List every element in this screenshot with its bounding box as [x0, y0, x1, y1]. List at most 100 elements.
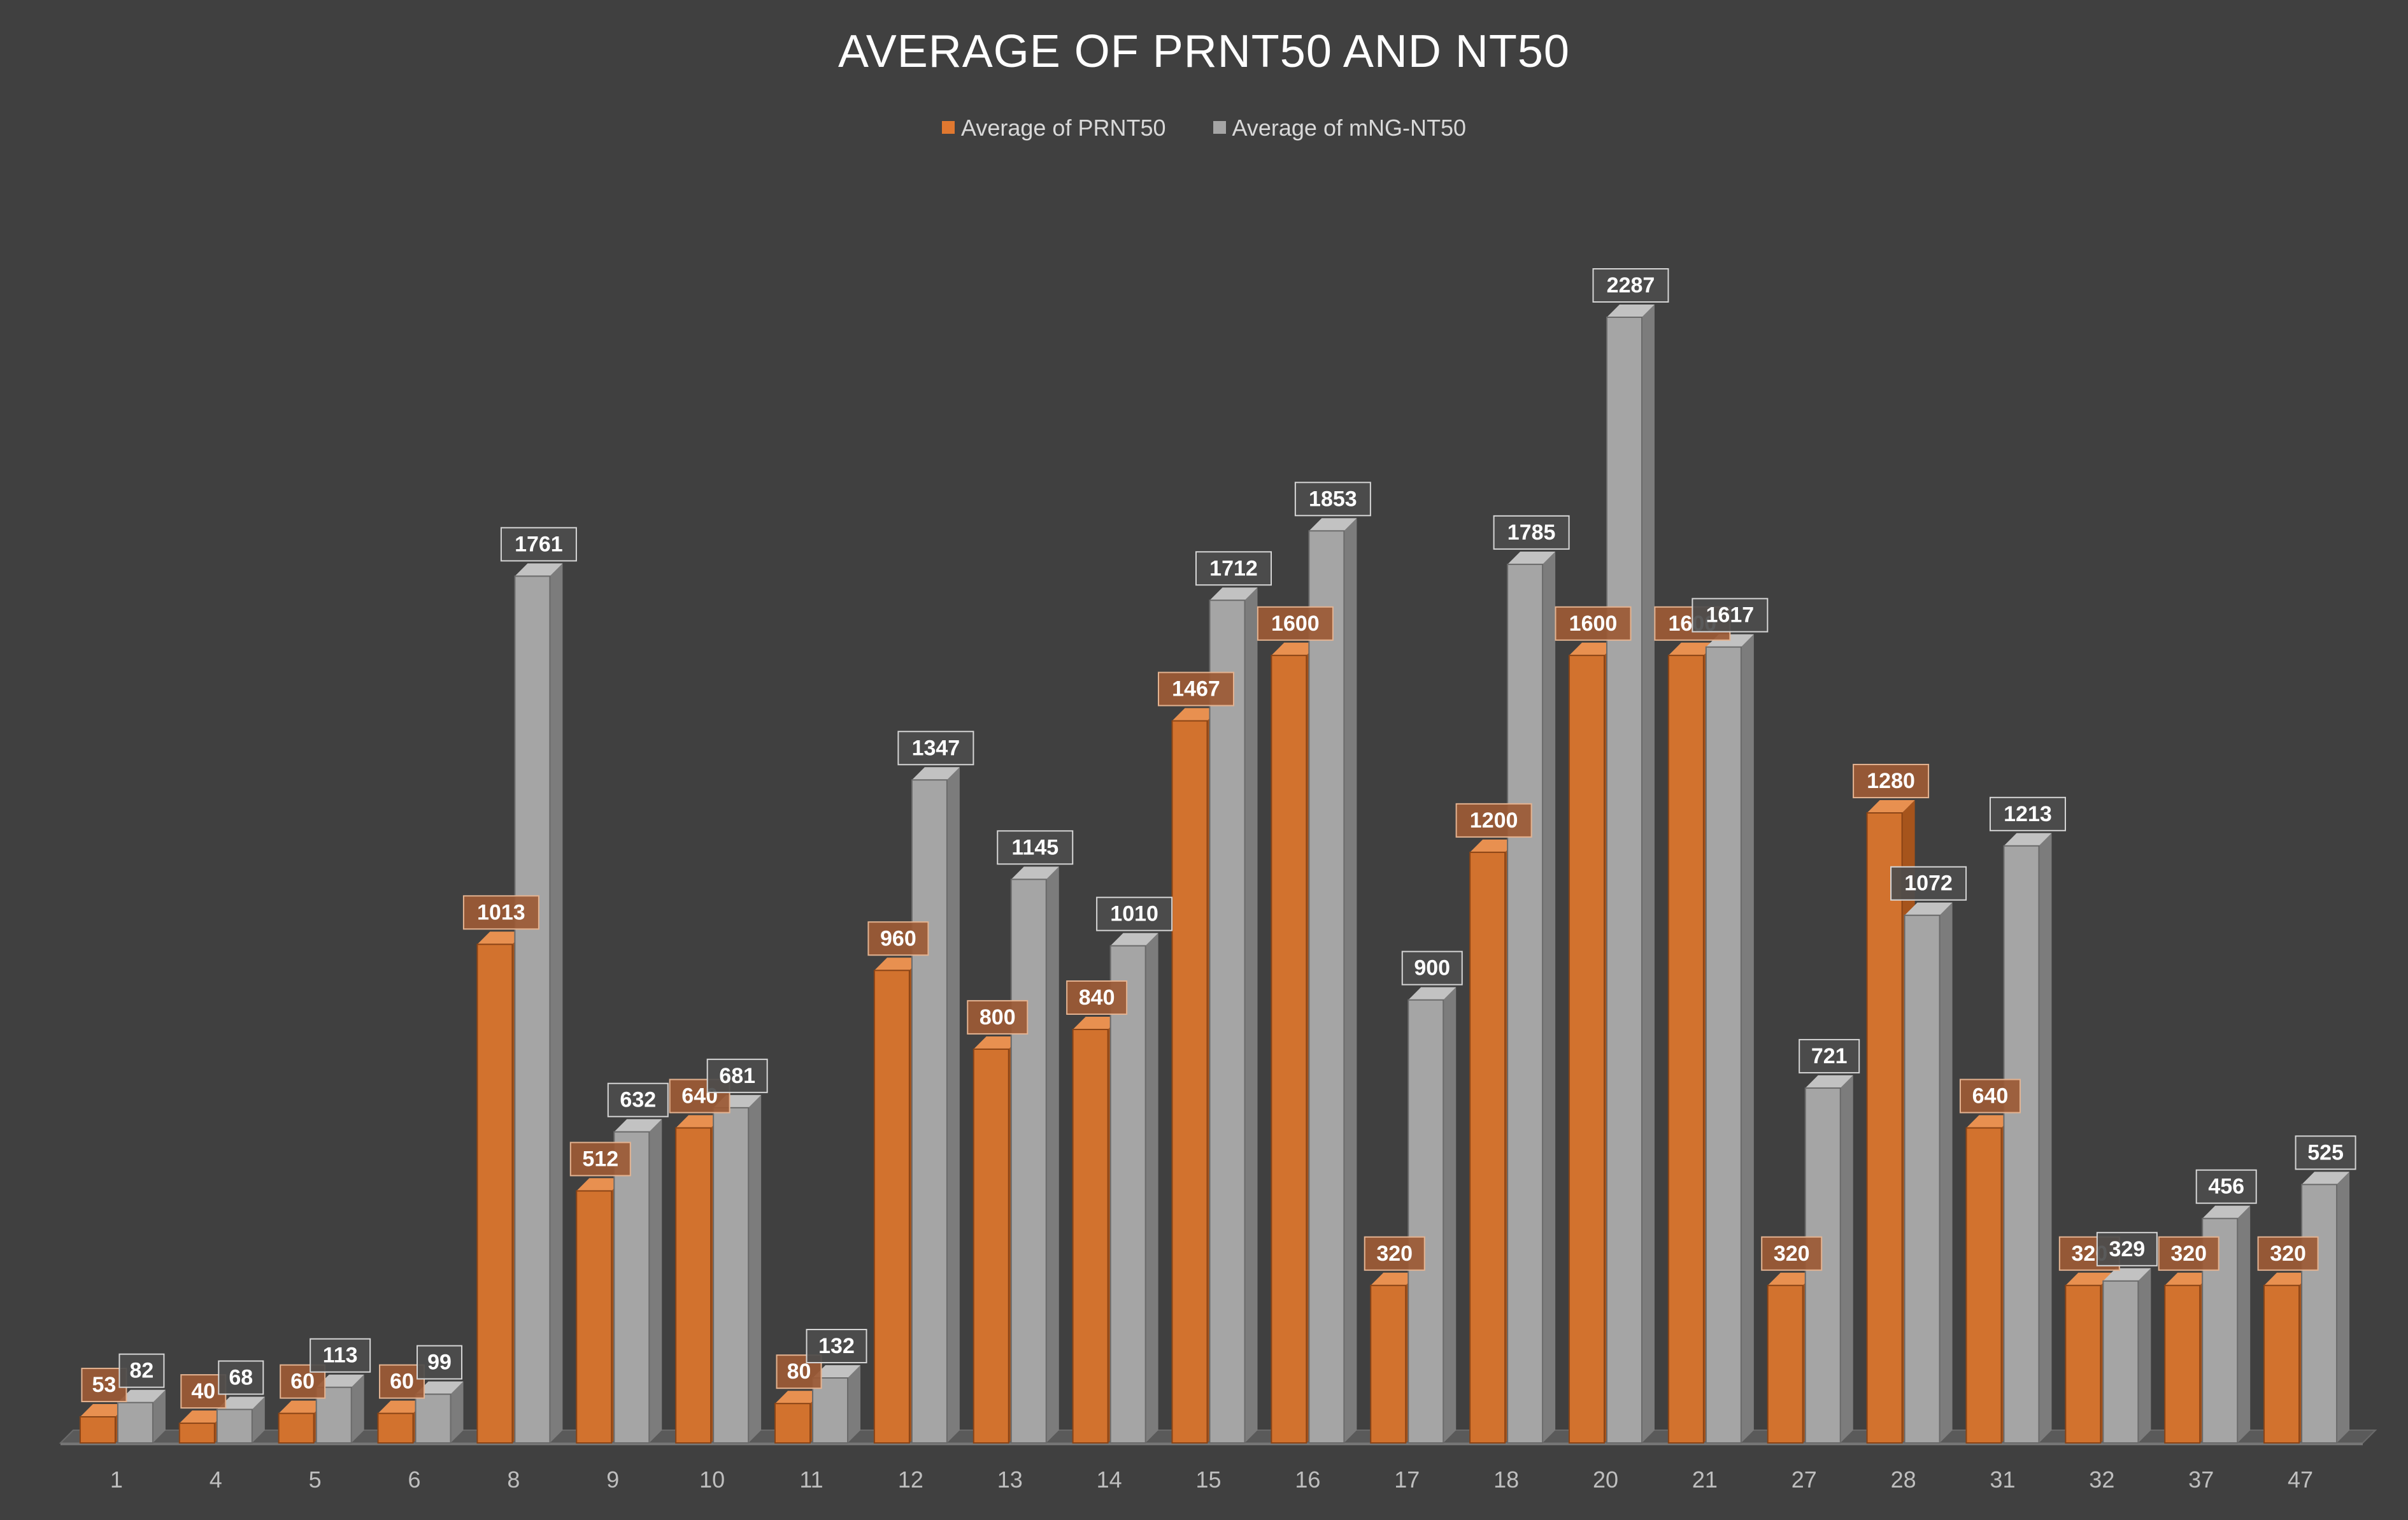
bar-mng-nt50: [911, 767, 960, 1444]
bar-prnt50: [972, 1036, 1022, 1444]
x-tick-label: 1: [110, 1466, 123, 1493]
data-label-prnt50: 1200: [1455, 803, 1532, 838]
x-tick-label: 11: [799, 1466, 823, 1493]
data-label-prnt50: 320: [1364, 1236, 1425, 1271]
x-tick-label: 21: [1692, 1466, 1718, 1493]
svg-text:1467: 1467: [1172, 677, 1220, 701]
svg-text:1200: 1200: [1470, 808, 1518, 833]
legend-label-prnt50: Average of PRNT50: [960, 115, 1166, 141]
x-tick-label: 9: [606, 1466, 619, 1493]
x-tick-label: 12: [898, 1466, 923, 1493]
svg-text:40: 40: [191, 1379, 215, 1403]
data-label-mng-nt50: 1010: [1096, 896, 1173, 931]
legend-swatch-mng-nt50: [1213, 121, 1226, 134]
data-label-mng-nt50: 456: [2195, 1169, 2257, 1204]
svg-text:320: 320: [2170, 1242, 2207, 1266]
bar-mng-nt50: [2202, 1205, 2251, 1444]
svg-text:525: 525: [2307, 1140, 2344, 1165]
data-label-prnt50: 640: [1959, 1079, 2021, 1114]
data-label-mng-nt50: 68: [218, 1360, 264, 1395]
data-label-mng-nt50: 900: [1401, 950, 1463, 986]
x-tick-label: 10: [699, 1466, 725, 1493]
chart-title: AVERAGE OF PRNT50 AND NT50: [838, 26, 1570, 77]
x-tick-label: 47: [2288, 1466, 2313, 1493]
data-label-mng-nt50: 2287: [1592, 268, 1669, 303]
data-label-prnt50: 960: [867, 921, 929, 956]
data-label-prnt50: 320: [1761, 1236, 1823, 1271]
bar-mng-nt50: [117, 1389, 166, 1444]
svg-text:60: 60: [390, 1370, 414, 1394]
bar-mng-nt50: [514, 563, 563, 1444]
bar-mng-nt50: [1407, 987, 1457, 1444]
legend-label-mng-nt50: Average of mNG-NT50: [1232, 115, 1466, 141]
data-label-mng-nt50: 1145: [997, 830, 1074, 865]
svg-text:840: 840: [1079, 986, 1115, 1010]
svg-text:132: 132: [818, 1334, 855, 1358]
data-label-prnt50: 320: [2158, 1236, 2219, 1271]
bar-mng-nt50: [1904, 902, 1953, 1444]
data-label-mng-nt50: 632: [607, 1082, 669, 1117]
bar-mng-nt50: [2301, 1172, 2350, 1444]
bar-mng-nt50: [2102, 1268, 2151, 1444]
data-label-prnt50: 512: [569, 1142, 631, 1177]
x-tick-label: 8: [507, 1466, 520, 1493]
data-label-prnt50: 320: [2257, 1236, 2319, 1271]
data-label-prnt50: 1467: [1158, 671, 1234, 706]
data-label-prnt50: 1013: [462, 895, 539, 930]
data-label-mng-nt50: 721: [1799, 1038, 1860, 1073]
x-tick-label: 28: [1891, 1466, 1916, 1493]
data-label-mng-nt50: 82: [118, 1353, 165, 1388]
data-label-mng-nt50: 99: [417, 1345, 463, 1380]
data-label-mng-nt50: 1347: [897, 731, 974, 766]
data-label-mng-nt50: 1617: [1692, 598, 1769, 633]
svg-text:80: 80: [787, 1359, 811, 1384]
svg-text:1853: 1853: [1309, 487, 1357, 511]
svg-text:1010: 1010: [1110, 902, 1158, 926]
data-labels-layer: 53 82 40 68 60 113 60 99 1013 1761 512 632 640 681 80 1…: [81, 268, 2356, 1409]
x-tick-label: 5: [309, 1466, 322, 1493]
data-label-mng-nt50: 1853: [1294, 482, 1371, 517]
svg-text:1145: 1145: [1011, 835, 1058, 859]
svg-text:632: 632: [620, 1088, 656, 1112]
svg-text:900: 900: [1414, 956, 1450, 980]
svg-text:53: 53: [92, 1373, 117, 1397]
data-label-prnt50: 1280: [1853, 764, 1930, 799]
svg-text:1013: 1013: [477, 900, 525, 924]
x-tick-label: 14: [1097, 1466, 1122, 1493]
svg-text:1600: 1600: [1569, 612, 1618, 636]
svg-text:60: 60: [290, 1370, 315, 1394]
svg-text:113: 113: [323, 1344, 358, 1368]
bar-mng-nt50: [1705, 634, 1754, 1444]
bar-mng-nt50: [713, 1094, 762, 1444]
x-tick-label: 37: [2188, 1466, 2214, 1493]
x-tick-label: 16: [1295, 1466, 1320, 1493]
svg-text:320: 320: [1376, 1242, 1413, 1266]
svg-text:960: 960: [880, 926, 916, 950]
data-label-mng-nt50: 1761: [500, 527, 577, 562]
svg-text:68: 68: [229, 1365, 253, 1389]
svg-text:1712: 1712: [1209, 556, 1258, 580]
data-label-mng-nt50: 1785: [1493, 515, 1570, 550]
bar-mng-nt50: [2003, 833, 2052, 1444]
bar-mng-nt50: [1010, 866, 1059, 1444]
data-label-prnt50: 840: [1066, 980, 1128, 1015]
x-tick-label: 18: [1493, 1466, 1519, 1493]
legend: Average of PRNT50 Average of mNG-NT50: [0, 115, 2408, 141]
bar-mng-nt50: [1109, 933, 1158, 1444]
data-label-mng-nt50: 1072: [1890, 866, 1967, 901]
x-tick-label: 15: [1195, 1466, 1221, 1493]
data-label-prnt50: 800: [967, 1000, 1029, 1035]
bar-mng-nt50: [216, 1396, 265, 1444]
bar-mng-nt50: [1606, 305, 1655, 1444]
data-label-mng-nt50: 1712: [1195, 551, 1272, 586]
bar-mng-nt50: [613, 1119, 662, 1444]
svg-text:1347: 1347: [912, 736, 960, 760]
bar-mng-nt50: [415, 1381, 464, 1444]
x-tick-label: 20: [1593, 1466, 1618, 1493]
data-label-mng-nt50: 1213: [1989, 796, 2066, 831]
bar-mng-nt50: [1507, 551, 1556, 1444]
svg-text:1072: 1072: [1904, 871, 1953, 896]
svg-text:99: 99: [427, 1351, 452, 1375]
